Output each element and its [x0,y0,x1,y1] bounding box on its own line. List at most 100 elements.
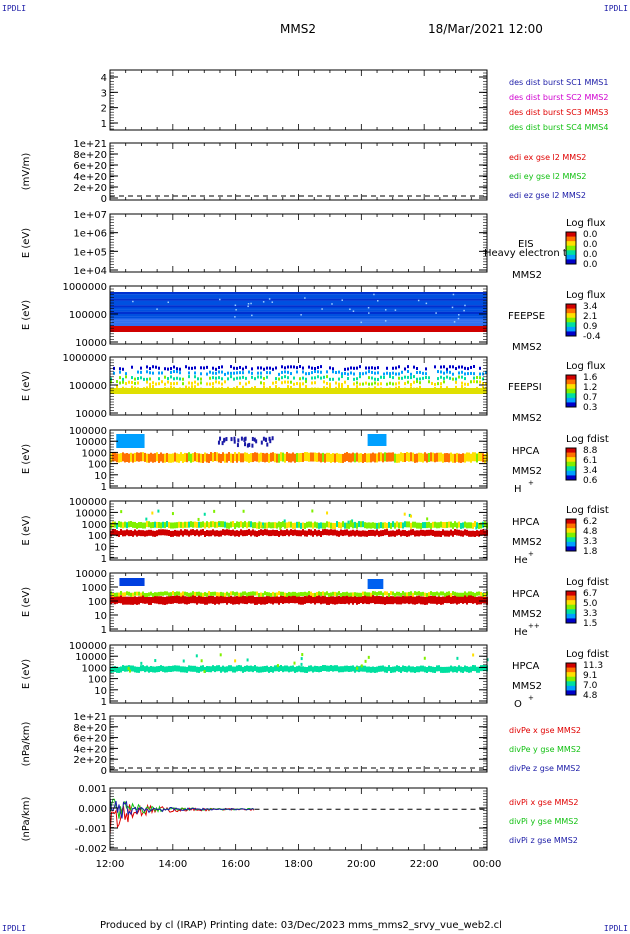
spectrogram-cell [422,453,424,463]
spectrogram-cell [318,666,320,673]
y-tick-label: 10000 [75,508,107,519]
spectrogram-cell [215,367,217,371]
spectrogram-cell [344,371,346,375]
spectrogram-cell [200,377,202,381]
spectrogram-cell [196,591,198,596]
spectrogram-cell [383,375,385,379]
spectrogram-cell [462,453,464,463]
spectrogram-cell [256,591,258,596]
spectrogram-speck [251,314,253,317]
y-tick-label: 1 [101,482,107,493]
spectrogram-cell [406,521,408,528]
spectrogram-cell [149,367,151,371]
spectrogram-cell [305,377,307,381]
spectrogram-cell [422,522,424,529]
spectrogram-cell [398,665,400,672]
spectrogram-cell [142,530,144,537]
spectrogram-cell [418,522,420,529]
spectrogram-cell [116,522,118,529]
spectrogram-cell [406,530,408,537]
spectrogram-cell [418,452,420,462]
spectrogram-cell [114,666,116,673]
panel-frame [109,213,488,273]
legend-divPi-z-gse-MMS2: divPi z gse MMS2 [509,836,578,845]
spectrogram-cell [144,452,146,462]
spectrogram-speck [233,439,236,444]
spectrogram-cell [272,452,274,462]
spectrogram-cell [230,375,232,379]
spectrogram-cell [338,595,340,604]
spectrogram-cell [308,529,310,536]
spectrogram-cell [464,529,466,536]
spectrogram-cell [282,452,284,462]
spectrogram-cell [140,665,142,672]
spectrogram-band [110,305,487,308]
spectrogram-cell [262,529,264,536]
spectrogram-cell [311,376,313,380]
spectrogram-cell [404,367,406,371]
colorbar-tick-label: 3.4 [583,302,598,312]
spectrogram-cell [376,592,378,597]
spectrogram-cell [130,592,132,597]
spectrogram-speck [221,441,224,446]
spectrogram-cell [260,592,262,597]
spectrogram-cell [186,596,188,605]
spectrogram-cell [460,666,462,673]
spectrogram-cell [238,521,240,528]
spectrogram-cell [140,592,142,597]
spectrogram-cell [250,665,252,672]
spectrogram-cell [318,595,320,604]
legend-edi-ex-gse-l2-MMS2: edi ex gse l2 MMS2 [509,153,586,162]
spectrogram-cell [377,377,379,381]
spectrogram-cell [334,591,336,596]
spectrogram-cell [472,595,474,604]
instrument-label: HPCA [512,446,540,457]
spectrogram-cell [154,530,156,537]
spectrogram-cell [341,372,343,376]
spectrogram-cell [330,529,332,536]
spectrogram-cell [410,522,412,529]
spectrogram-cell [260,452,262,462]
spectrogram-speck [262,301,265,303]
spectrogram-cell [294,595,296,604]
spectrogram-cell [484,665,486,672]
spectrogram-cell [264,453,266,463]
spectrogram-cell [118,595,120,604]
spectrogram-cell [456,452,458,462]
spectrogram-cell [258,530,260,537]
spectrogram-cell [281,365,283,369]
spectrogram-cell [310,529,312,536]
spectrogram-cell [446,595,448,604]
spectrogram-cell [190,521,192,528]
colorbar-segment [566,690,576,696]
colorbar-segment [566,448,576,454]
colorbar-segment [566,317,576,323]
spectrogram-cell [340,529,342,536]
spectrogram-cell [186,529,188,536]
spectrogram-cell [158,453,160,463]
spectrogram-cell [281,376,283,380]
spectrogram-cell [460,592,462,597]
spectrogram-cell [366,453,368,463]
spectrogram-cell [282,530,284,537]
spectrogram-cell [257,375,259,379]
spectrogram-cell [332,377,334,381]
spectrogram-cell [478,666,480,673]
spectrogram-cell [442,596,444,605]
spectrogram-cell [232,591,234,596]
panel-frame [109,69,488,131]
spectrogram-cell [294,529,296,536]
spectrogram-cell [462,522,464,529]
spectrogram-cell [354,521,356,528]
spectrogram-cell [480,452,482,462]
colorbar-segment [566,254,576,260]
spectrogram-cell [268,595,270,604]
spectrogram-cell [148,521,150,528]
spectrogram-cell [228,595,230,604]
spectrogram-cell [358,521,360,528]
spectrogram-cell [432,592,434,597]
spectrogram-cell [332,522,334,529]
spectrogram-cell [348,666,350,673]
spectrogram-cell [166,591,168,596]
